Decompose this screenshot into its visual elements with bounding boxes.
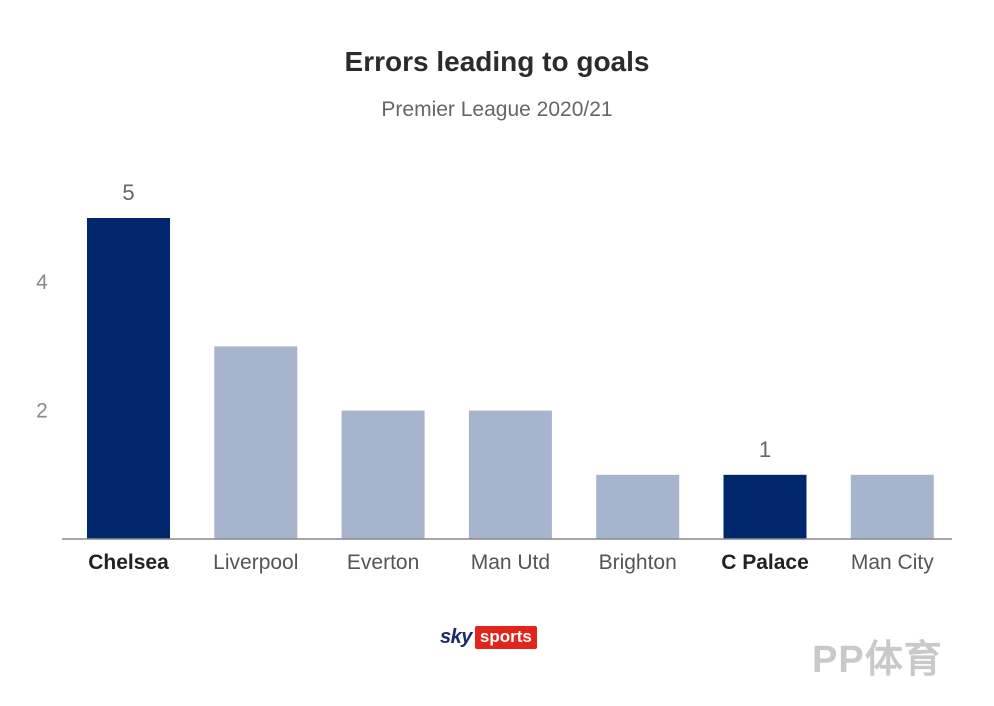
x-tick-label: Chelsea xyxy=(88,551,169,574)
data-label: 5 xyxy=(122,180,134,205)
bar-man-utd xyxy=(468,410,552,539)
pp-sports-watermark: PP体育 xyxy=(812,639,943,681)
chart-subtitle: Premier League 2020/21 xyxy=(381,98,613,121)
x-tick-label: C Palace xyxy=(721,551,809,574)
y-tick-label: 2 xyxy=(36,400,48,423)
bar-liverpool xyxy=(214,346,298,539)
labels-layer: Chelsea 5 Liverpool Everton Man Utd Brighton C… xyxy=(36,180,934,574)
x-tick-label: Liverpool xyxy=(213,551,298,574)
bar-man-city xyxy=(850,474,934,539)
sky-sports-logo: sky sports xyxy=(440,626,537,649)
bar-c-palace xyxy=(723,474,807,539)
brand-sky-text: sky xyxy=(440,626,472,648)
bar-brighton xyxy=(596,474,680,539)
bar-everton xyxy=(341,410,425,539)
x-tick-label: Man Utd xyxy=(471,551,550,574)
x-tick-label: Everton xyxy=(347,551,419,574)
y-tick-label: 4 xyxy=(36,271,48,294)
brand-sports-text: sports xyxy=(474,626,537,649)
chart-title: Errors leading to goals xyxy=(344,46,650,77)
x-tick-label: Man City xyxy=(851,551,934,574)
bar-chelsea xyxy=(87,218,170,539)
bars-layer xyxy=(87,218,934,539)
x-tick-label: Brighton xyxy=(599,551,677,574)
data-label: 1 xyxy=(759,437,771,462)
